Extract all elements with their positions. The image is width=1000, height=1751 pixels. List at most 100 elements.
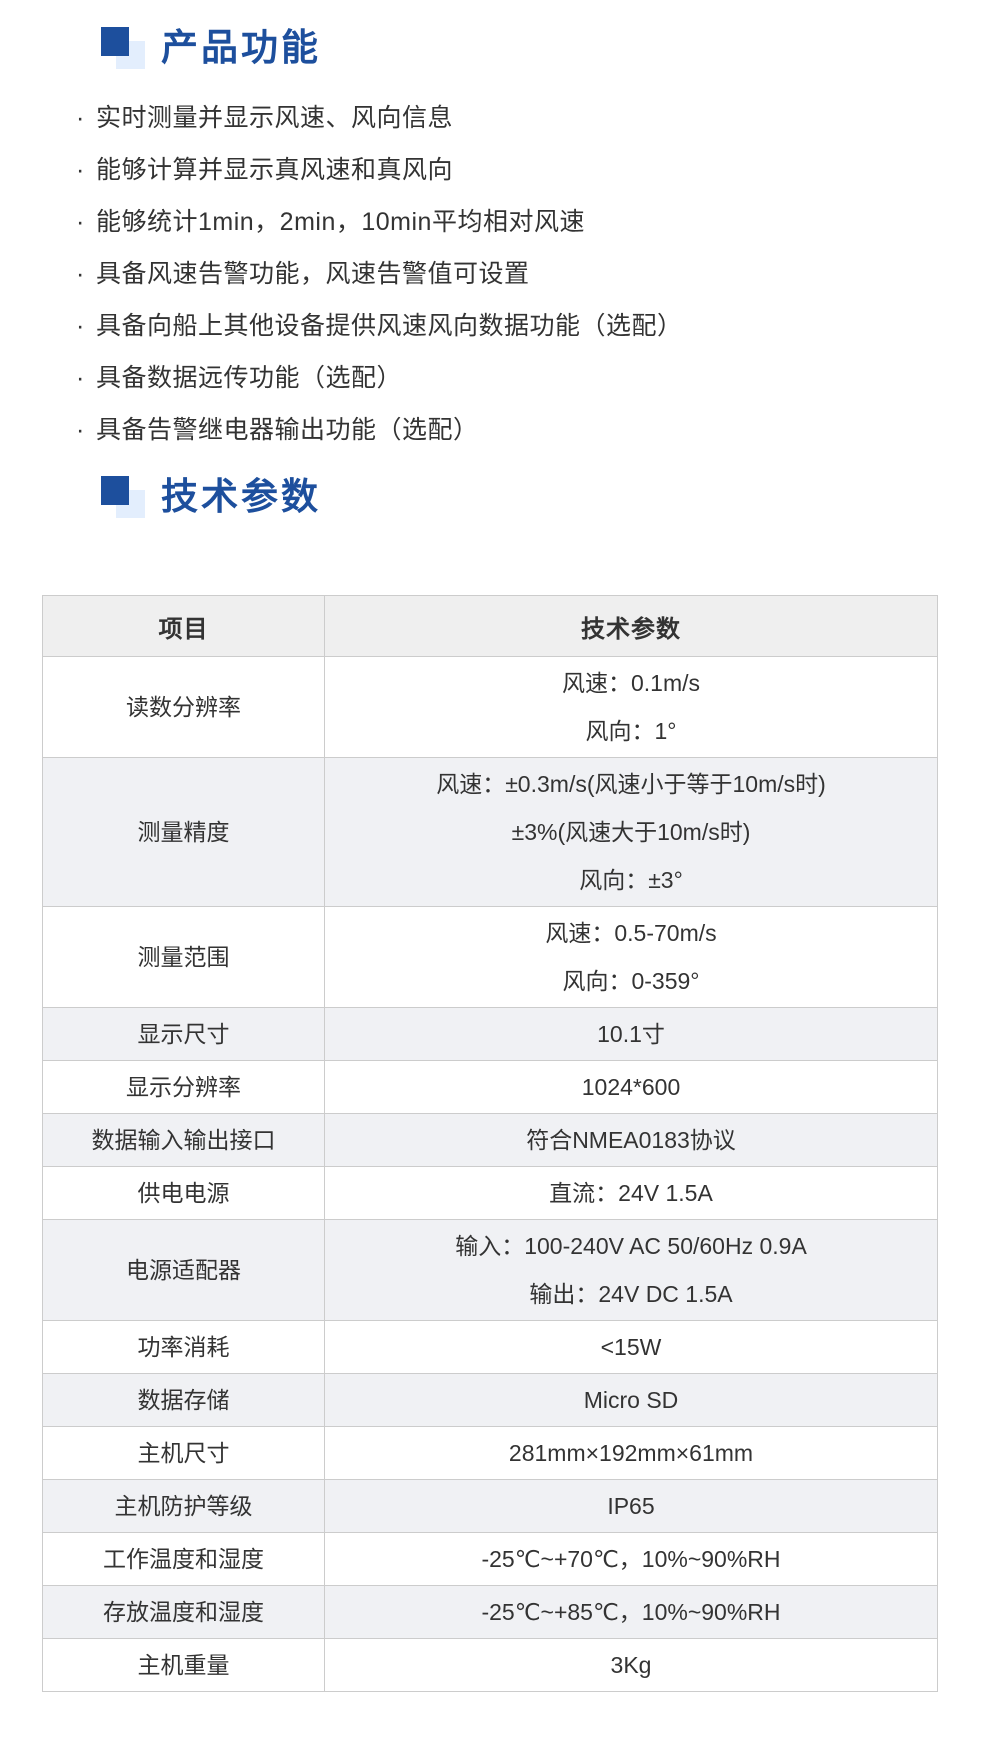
spec-item-cell: 数据输入输出接口 (42, 1113, 325, 1167)
spec-value-line: ±3%(风速大于10m/s时) (511, 819, 751, 845)
feature-item: · 具备数据远传功能（选配） (76, 352, 1000, 404)
feature-text: 能够计算并显示真风速和真风向 (96, 156, 454, 184)
feature-text: 具备数据远传功能（选配） (96, 364, 403, 392)
bullet-dot: · (76, 104, 85, 132)
spec-item-cell: 数据存储 (42, 1373, 325, 1427)
features-heading: 产品功能 (95, 25, 1000, 70)
feature-text: 具备风速告警功能，风速告警值可设置 (96, 260, 530, 288)
specs-header-item: 项目 (42, 595, 325, 657)
spec-item-cell: 主机防护等级 (42, 1479, 325, 1533)
feature-item: · 具备告警继电器输出功能（选配） (76, 404, 1000, 456)
spec-row: 测量精度 风速：±0.3m/s(风速小于等于10m/s时) ±3%(风速大于10m/… (42, 757, 938, 907)
bullet-dot: · (76, 260, 85, 288)
spec-item-cell: 存放温度和湿度 (42, 1585, 325, 1639)
spec-row: 数据输入输出接口 符合NMEA0183协议 (42, 1113, 938, 1167)
spec-row: 主机重量 3Kg (42, 1638, 938, 1692)
spec-value-line: 3Kg (610, 1652, 652, 1678)
spec-value-cell: Micro SD (324, 1373, 938, 1427)
spec-item-cell: 测量范围 (42, 906, 325, 1008)
feature-text: 实时测量并显示风速、风向信息 (96, 104, 454, 132)
spec-item-cell: 显示尺寸 (42, 1007, 325, 1061)
features-title: 产品功能 (161, 27, 321, 68)
spec-value-cell: 10.1寸 (324, 1007, 938, 1061)
spec-value-line: 1024*600 (581, 1074, 681, 1100)
bullet-dot: · (76, 156, 85, 184)
spec-value-line: 风向：1° (585, 718, 677, 744)
spec-value-line: 输出：24V DC 1.5A (529, 1281, 733, 1307)
feature-text: 能够统计1min，2min，10min平均相对风速 (96, 208, 585, 236)
spec-item-cell: 电源适配器 (42, 1219, 325, 1321)
feature-text: 具备向船上其他设备提供风速风向数据功能（选配） (96, 312, 683, 340)
spec-value-line: -25℃~+85℃，10%~90%RH (481, 1599, 781, 1625)
feature-item: · 能够计算并显示真风速和真风向 (76, 144, 1000, 196)
spec-item-cell: 主机重量 (42, 1638, 325, 1692)
spec-value-cell: 符合NMEA0183协议 (324, 1113, 938, 1167)
specs-section: 技术参数 项目 技术参数 读数分辨率 风速：0.1m/s 风向：1° 测量精度 风速：±… (0, 474, 1000, 1692)
spec-item-cell: 供电电源 (42, 1166, 325, 1220)
bullet-dot: · (76, 416, 85, 444)
spec-item-cell: 读数分辨率 (42, 656, 325, 758)
specs-table: 项目 技术参数 读数分辨率 风速：0.1m/s 风向：1° 测量精度 风速：±0.3m/… (42, 595, 938, 1692)
spec-value-line: 风向：0-359° (562, 968, 700, 994)
feature-item: · 实时测量并显示风速、风向信息 (76, 92, 1000, 144)
spec-row: 工作温度和湿度 -25℃~+70℃，10%~90%RH (42, 1532, 938, 1586)
spec-value-line: 风速：0.1m/s (561, 670, 701, 696)
marker-dark-square (101, 27, 129, 56)
spec-value-line: 10.1寸 (597, 1021, 665, 1047)
spec-value-cell: 风速：0.5-70m/s 风向：0-359° (324, 906, 938, 1008)
spec-value-line: 281mm×192mm×61mm (508, 1440, 754, 1466)
specs-header-row: 项目 技术参数 (42, 595, 938, 657)
spec-value-cell: 输入：100-240V AC 50/60Hz 0.9A 输出：24V DC 1.5… (324, 1219, 938, 1321)
spec-row: 显示尺寸 10.1寸 (42, 1007, 938, 1061)
spec-item-cell: 工作温度和湿度 (42, 1532, 325, 1586)
spec-item-cell: 显示分辨率 (42, 1060, 325, 1114)
feature-list: · 实时测量并显示风速、风向信息 · 能够计算并显示真风速和真风向 · 能够统计1min，… (76, 92, 1000, 456)
spec-value-cell: 1024*600 (324, 1060, 938, 1114)
spec-row: 显示分辨率 1024*600 (42, 1060, 938, 1114)
spec-value-line: 符合NMEA0183协议 (526, 1127, 736, 1153)
spec-item-cell: 主机尺寸 (42, 1426, 325, 1480)
feature-item: · 具备向船上其他设备提供风速风向数据功能（选配） (76, 300, 1000, 352)
specs-header-value: 技术参数 (324, 595, 938, 657)
bullet-dot: · (76, 208, 85, 236)
spec-value-cell: 3Kg (324, 1638, 938, 1692)
features-section: 产品功能 · 实时测量并显示风速、风向信息 · 能够计算并显示真风速和真风向 · 能够统计… (0, 25, 1000, 456)
spec-row: 电源适配器 输入：100-240V AC 50/60Hz 0.9A 输出：24V D… (42, 1219, 938, 1321)
spec-row: 供电电源 直流：24V 1.5A (42, 1166, 938, 1220)
feature-item: · 具备风速告警功能，风速告警值可设置 (76, 248, 1000, 300)
spec-value-line: 风向：±3° (579, 867, 683, 893)
marker-dark-square (101, 476, 129, 505)
spec-row: 读数分辨率 风速：0.1m/s 风向：1° (42, 656, 938, 758)
spec-value-line: Micro SD (583, 1387, 679, 1413)
specs-heading: 技术参数 (95, 474, 1000, 519)
spec-value-line: IP65 (607, 1493, 655, 1519)
section-marker-icon (95, 474, 145, 519)
spec-value-cell: 风速：±0.3m/s(风速小于等于10m/s时) ±3%(风速大于10m/s时) 风… (324, 757, 938, 907)
spec-value-cell: 281mm×192mm×61mm (324, 1426, 938, 1480)
spec-item-cell: 功率消耗 (42, 1320, 325, 1374)
spec-row: 测量范围 风速：0.5-70m/s 风向：0-359° (42, 906, 938, 1008)
spec-value-cell: 风速：0.1m/s 风向：1° (324, 656, 938, 758)
spec-item-cell: 测量精度 (42, 757, 325, 907)
spec-value-line: -25℃~+70℃，10%~90%RH (481, 1546, 781, 1572)
feature-item: · 能够统计1min，2min，10min平均相对风速 (76, 196, 1000, 248)
spec-value-line: 风速：0.5-70m/s (545, 920, 717, 946)
spec-row: 存放温度和湿度 -25℃~+85℃，10%~90%RH (42, 1585, 938, 1639)
spec-value-cell: -25℃~+70℃，10%~90%RH (324, 1532, 938, 1586)
feature-text: 具备告警继电器输出功能（选配） (96, 416, 479, 444)
spec-value-line: <15W (600, 1334, 662, 1360)
spec-row: 数据存储 Micro SD (42, 1373, 938, 1427)
spec-value-cell: -25℃~+85℃，10%~90%RH (324, 1585, 938, 1639)
spec-value-cell: <15W (324, 1320, 938, 1374)
spec-row: 主机防护等级 IP65 (42, 1479, 938, 1533)
spec-value-cell: IP65 (324, 1479, 938, 1533)
bullet-dot: · (76, 364, 85, 392)
spec-value-line: 输入：100-240V AC 50/60Hz 0.9A (455, 1233, 807, 1259)
specs-title: 技术参数 (161, 476, 321, 517)
spec-row: 主机尺寸 281mm×192mm×61mm (42, 1426, 938, 1480)
section-marker-icon (95, 25, 145, 70)
spec-value-line: 风速：±0.3m/s(风速小于等于10m/s时) (436, 771, 826, 797)
spec-value-line: 直流：24V 1.5A (549, 1180, 713, 1206)
spec-value-cell: 直流：24V 1.5A (324, 1166, 938, 1220)
bullet-dot: · (76, 312, 85, 340)
